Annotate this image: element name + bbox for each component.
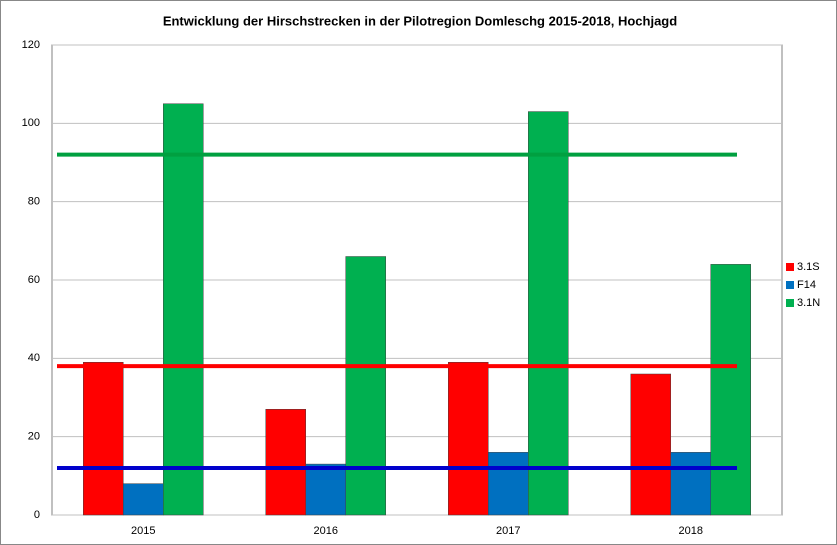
bar [305,463,346,516]
y-tick-label: 20 [28,431,40,443]
legend-swatch [786,263,794,271]
legend-label: 3.1S [797,261,820,273]
legend-swatch [786,281,794,289]
bar [448,362,489,516]
y-tick-label: 0 [34,509,40,521]
x-tick-label: 2016 [314,525,338,537]
legend-label: 3.1N [797,297,820,309]
bar [345,256,386,516]
bar [123,483,164,516]
bar [528,111,569,516]
bar [630,373,671,516]
legend-label: F14 [797,279,816,291]
bar [83,362,124,516]
bar [670,452,711,516]
bar [163,103,204,516]
y-tick-label: 100 [22,117,40,129]
bar [488,452,529,516]
bar [265,409,306,516]
y-tick-label: 80 [28,196,40,208]
y-tick-label: 120 [22,39,40,51]
legend-swatch [786,299,794,307]
y-tick-label: 40 [28,352,40,364]
bar [710,264,751,516]
x-tick-label: 2017 [496,525,520,537]
x-tick-label: 2015 [131,525,155,537]
x-tick-label: 2018 [679,525,703,537]
chart-title: Entwicklung der Hirschstrecken in der Pi… [163,13,677,28]
y-tick-label: 60 [28,274,40,286]
